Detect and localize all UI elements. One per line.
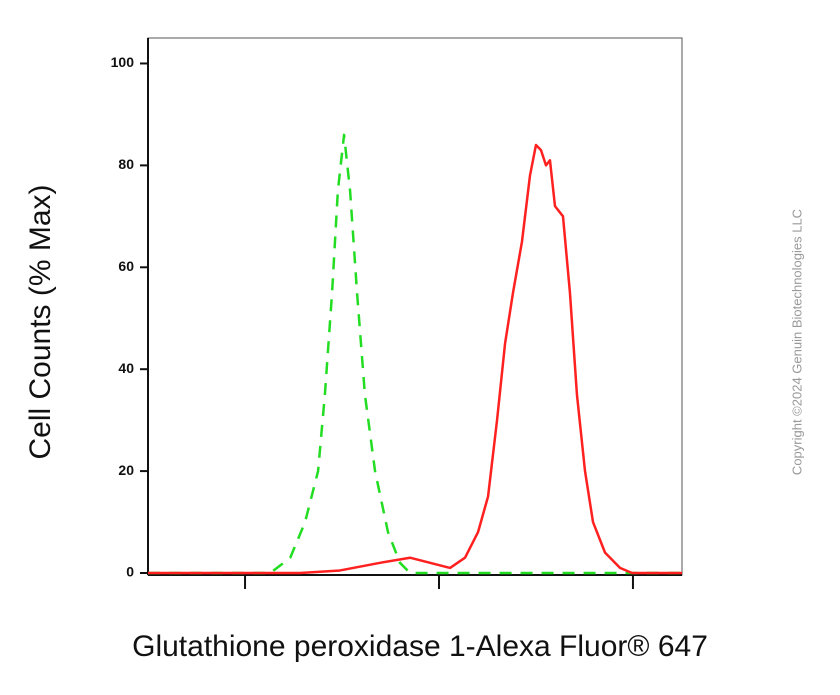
series-line <box>148 143 682 575</box>
y-tick-label: 0 <box>126 564 134 580</box>
x-axis-label: Glutathione peroxidase 1-Alexa Fluor® 64… <box>132 630 708 663</box>
y-tick-label: 20 <box>118 462 134 478</box>
y-axis-label: Cell Counts (% Max) <box>24 184 57 459</box>
y-tick-label: 60 <box>118 258 134 274</box>
y-tick-label: 100 <box>111 54 135 70</box>
watermark: Copyright ©2024 Genuin Biotechnologies L… <box>789 209 804 475</box>
y-tick-label: 80 <box>118 156 134 172</box>
series-line <box>148 133 682 575</box>
y-tick-label: 40 <box>118 360 134 376</box>
plot-frame <box>147 37 683 576</box>
